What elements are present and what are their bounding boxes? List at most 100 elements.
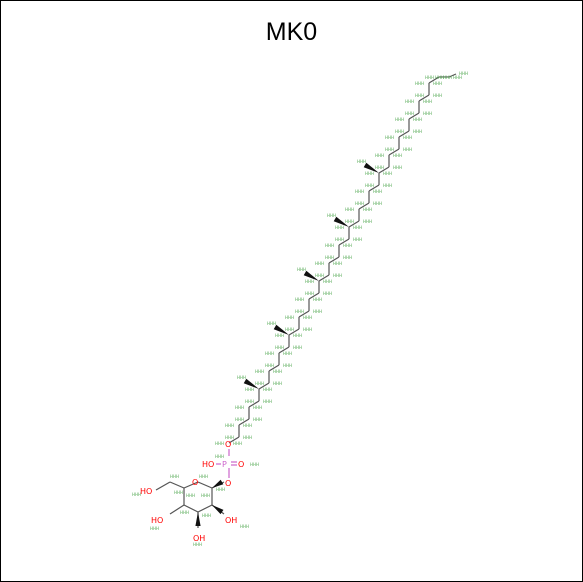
- hydrogen-label: HHH: [335, 225, 344, 230]
- hydrogen-label: HHH: [283, 363, 292, 368]
- ring-ch2-bond: [169, 481, 185, 489]
- molecule-title: MK0: [265, 18, 318, 46]
- bond-layer: [155, 73, 457, 528]
- hydrogen-label: HHH: [355, 189, 364, 194]
- hydrogen-label: HHH: [186, 493, 195, 498]
- hydrogen-label: HHH: [295, 297, 304, 302]
- hydrogen-label: HHH: [285, 327, 294, 332]
- hydrogen-label: HHH: [413, 129, 422, 134]
- hydrogen-label: HHH: [225, 423, 234, 428]
- phosphate-ester-oxygen-label: O: [225, 440, 231, 449]
- chain-bond: [448, 73, 457, 78]
- hydrogen-label: HHH: [180, 510, 189, 515]
- hydrogen-label: HHH: [265, 351, 274, 356]
- hydrogen-label: HHH: [403, 135, 412, 140]
- hydrogen-label: HHH: [225, 435, 234, 440]
- hydrogen-label: HHH: [383, 183, 392, 188]
- hydrogen-label: HHH: [453, 75, 462, 80]
- phosphorus-label: P: [222, 460, 227, 469]
- hydrogen-label: HHH: [263, 387, 272, 392]
- chain-bond: [338, 238, 350, 246]
- chain-bond: [278, 346, 290, 354]
- hydrogen-label: HHH: [357, 159, 366, 164]
- hydrogen-label: HHH: [433, 93, 442, 98]
- c3-wedge: [195, 512, 201, 526]
- sugar-ring-bond: [183, 504, 199, 513]
- sugar-ring-bond: [183, 481, 199, 489]
- anomeric-wedge: [212, 479, 224, 488]
- stereo-wedge-layer: [195, 162, 379, 526]
- hydrogen-label: HHH: [415, 93, 424, 98]
- hydrogen-label: HHH: [215, 441, 224, 446]
- hydrogen-label: HHH: [423, 111, 432, 116]
- hydrogen-label: HHH: [333, 261, 342, 266]
- methyl-stereo-wedge: [333, 216, 349, 227]
- hydrogen-label: HHH: [395, 117, 404, 122]
- chain-bond: [288, 328, 300, 336]
- chain-bond: [388, 148, 400, 156]
- chain-bond: [398, 130, 410, 138]
- chain-bond: [228, 436, 240, 444]
- hydrogen-label: HHH: [233, 441, 242, 446]
- hydrogen-label: HHH: [132, 492, 141, 497]
- chain-bond: [298, 310, 310, 318]
- methyl-stereo-wedge: [303, 270, 319, 281]
- hydrogen-label: HHH: [255, 381, 264, 386]
- hydrogen-label: HHH: [275, 345, 284, 350]
- sugar-ring-bond: [197, 504, 213, 513]
- phosphate-oxo-label: O: [238, 460, 244, 469]
- hydrogen-label: HHH: [363, 207, 372, 212]
- hydrogen-label: HHH: [335, 237, 344, 242]
- hydrogen-label: HHH: [343, 243, 352, 248]
- ring-oxygen-label: O: [192, 478, 198, 487]
- hydrogen-label: HHH: [201, 493, 210, 498]
- ring-hydroxyl-bond: [169, 504, 185, 515]
- hydrogen-label: HHH: [415, 81, 424, 86]
- chain-bond: [408, 112, 420, 120]
- hydrogen-label: HHH: [150, 526, 159, 531]
- chain-bond: [368, 184, 380, 192]
- hydrogen-label: HHH: [303, 327, 312, 332]
- chain-bond: [308, 292, 320, 300]
- hydrogen-label: HHH: [383, 171, 392, 176]
- hydrogen-label: HHH: [193, 542, 202, 547]
- chain-bond: [428, 76, 440, 84]
- hydrogen-label: HHH: [353, 237, 362, 242]
- hydrogen-label: HHH: [325, 243, 334, 248]
- hydrogen-label: HHH: [293, 333, 302, 338]
- hydrogen-label: HHH: [275, 333, 284, 338]
- hydrogen-label: HHH: [305, 291, 314, 296]
- hydrogen-label: HHH: [385, 147, 394, 152]
- c4-wedge: [212, 505, 224, 515]
- hydroxyl-label-c4: OH: [225, 516, 237, 525]
- chain-bond: [268, 364, 280, 372]
- hydrogen-label: HHH: [174, 490, 183, 495]
- hydrogen-label: HHH: [405, 111, 414, 116]
- hydrogen-label: HHH: [235, 405, 244, 410]
- hydrogen-label: HHH: [323, 279, 332, 284]
- hydrogen-label: HHH: [365, 183, 374, 188]
- hydrogen-label: HHH: [315, 261, 324, 266]
- hydroxyl-label-c2: HO: [151, 516, 163, 525]
- hydrogen-label: HHH: [423, 99, 432, 104]
- hydrogen-label: HHH: [459, 71, 468, 76]
- hydrogen-label: HHH: [413, 117, 422, 122]
- hydrogen-label: HHH: [393, 153, 402, 158]
- hydrogen-label: HHH: [375, 165, 384, 170]
- hydrogen-label: HHH: [170, 474, 179, 479]
- chain-bond: [328, 256, 340, 264]
- hydrogen-label: HHH: [345, 207, 354, 212]
- hydrogen-label: HHH: [215, 454, 224, 459]
- hydrogen-label: HHH: [435, 75, 444, 80]
- chain-bond: [258, 382, 270, 390]
- hydrogen-label: HHH: [373, 201, 382, 206]
- hydrogen-label: HHH: [273, 369, 282, 374]
- hydrogen-label: HHH: [273, 381, 282, 386]
- hydrogen-label: HHH: [305, 279, 314, 284]
- hydrogen-label: HHH: [293, 345, 302, 350]
- hydrogen-label: HHH: [283, 351, 292, 356]
- hydrogen-label: HHH: [245, 399, 254, 404]
- hydrogen-label: HHH: [263, 399, 272, 404]
